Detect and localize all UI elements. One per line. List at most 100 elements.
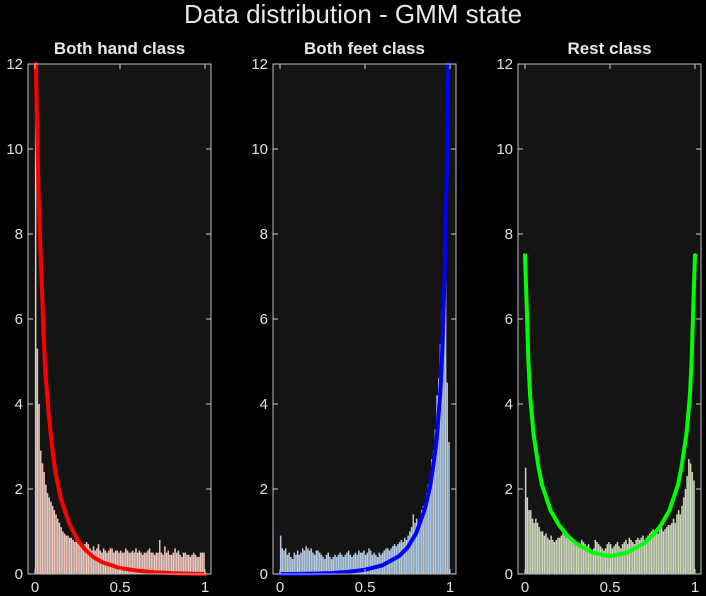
histogram-bar bbox=[56, 518, 59, 575]
histogram-bar bbox=[177, 550, 180, 575]
histogram-bar bbox=[596, 542, 598, 575]
histogram-bar bbox=[540, 531, 542, 575]
histogram-bar bbox=[402, 542, 404, 575]
histogram-bar bbox=[167, 550, 170, 575]
figure-title: Data distribution - GMM state bbox=[183, 0, 523, 29]
histogram-bar bbox=[310, 548, 313, 575]
histogram-bar bbox=[295, 554, 297, 575]
y-tick-label: 2 bbox=[15, 481, 23, 498]
histogram-bar bbox=[111, 548, 113, 575]
histogram-bar bbox=[681, 505, 683, 575]
histogram-bar bbox=[72, 539, 74, 575]
histogram-bar bbox=[541, 531, 544, 575]
histogram-bar bbox=[318, 552, 321, 575]
y-tick-label: 6 bbox=[505, 311, 513, 328]
histogram-bar bbox=[654, 531, 656, 575]
histogram-bar bbox=[189, 556, 192, 575]
axes-background bbox=[28, 64, 211, 574]
histogram-bar bbox=[662, 531, 665, 575]
y-tick-label: 0 bbox=[505, 566, 513, 583]
histogram-bar bbox=[562, 533, 564, 575]
panel-2: 0 2 4 6 8 10 12 0 0.5 1 Both feet class bbox=[251, 39, 457, 596]
histogram-bar bbox=[688, 459, 690, 575]
histogram-bar bbox=[410, 527, 413, 575]
histogram-bar bbox=[574, 544, 576, 575]
histogram-bar bbox=[300, 552, 302, 575]
axes-background bbox=[518, 64, 701, 574]
y-tick-label: 2 bbox=[260, 481, 268, 498]
histogram-bar bbox=[320, 554, 323, 575]
histogram-bar bbox=[626, 544, 629, 575]
histogram-bar bbox=[327, 552, 330, 575]
histogram-bar bbox=[572, 542, 575, 575]
histogram-bar bbox=[308, 550, 311, 575]
histogram-bar bbox=[114, 550, 117, 575]
histogram-bar bbox=[39, 450, 42, 575]
histogram-bar bbox=[378, 552, 381, 575]
histogram-bar bbox=[676, 514, 678, 575]
histogram-bar bbox=[325, 554, 328, 575]
histogram-bar bbox=[73, 542, 76, 575]
histogram-bar bbox=[65, 535, 68, 575]
y-tick-label: 12 bbox=[6, 56, 23, 73]
histogram-bar bbox=[664, 529, 666, 575]
histogram-bar bbox=[70, 537, 73, 575]
histogram-bar bbox=[625, 539, 627, 575]
histogram-bar bbox=[533, 522, 535, 575]
histogram-bar bbox=[560, 535, 563, 575]
histogram-bar bbox=[601, 548, 603, 575]
histogram-bar bbox=[305, 546, 307, 575]
histogram-bar bbox=[689, 463, 692, 575]
histogram-bar bbox=[614, 544, 617, 575]
histogram-bar bbox=[553, 542, 556, 575]
histogram-bar bbox=[293, 552, 296, 575]
histogram-bar bbox=[172, 552, 175, 575]
histogram-bar bbox=[62, 531, 64, 575]
histogram-bar bbox=[123, 552, 125, 575]
histogram-bar bbox=[665, 527, 668, 575]
histogram-bar bbox=[657, 533, 660, 575]
histogram-bar bbox=[606, 544, 609, 575]
histogram-bar bbox=[526, 497, 529, 575]
histogram-bar bbox=[524, 467, 527, 575]
histogram-bar bbox=[538, 527, 541, 575]
histogram-bar bbox=[597, 544, 600, 575]
histogram-bar bbox=[375, 554, 377, 575]
histogram-bar bbox=[369, 550, 372, 575]
histogram-bar bbox=[187, 554, 190, 575]
fit-curve bbox=[523, 253, 697, 559]
histogram-bar bbox=[317, 550, 319, 575]
histogram-bar bbox=[552, 539, 554, 575]
histogram-bar bbox=[192, 552, 195, 575]
histogram-bar bbox=[165, 552, 168, 575]
histogram-bar bbox=[623, 542, 626, 575]
histogram-bar bbox=[199, 552, 202, 575]
y-tick-label: 4 bbox=[505, 396, 513, 413]
panel-title: Rest class bbox=[567, 39, 651, 58]
histogram-bar bbox=[41, 463, 44, 575]
histogram-bar bbox=[313, 554, 316, 575]
histogram-bar bbox=[575, 544, 578, 575]
histogram-bar bbox=[307, 548, 309, 575]
y-tick-label: 4 bbox=[260, 396, 268, 413]
histogram-bar bbox=[175, 552, 178, 575]
histogram-bar bbox=[179, 554, 181, 575]
histogram-bar bbox=[55, 514, 57, 575]
histogram-bar bbox=[68, 537, 71, 575]
fit-curve bbox=[278, 62, 451, 576]
histogram-bar bbox=[672, 518, 675, 575]
histogram-bar bbox=[630, 539, 632, 575]
histogram-bar bbox=[373, 552, 375, 575]
histogram-bar bbox=[92, 546, 95, 575]
panel-3: 0 2 4 6 8 10 12 0 0.5 1 Rest class bbox=[496, 39, 702, 596]
histogram-bar bbox=[118, 552, 120, 575]
histogram-bar bbox=[63, 533, 66, 575]
histogram-bar bbox=[448, 442, 450, 575]
y-tick-label: 0 bbox=[260, 566, 268, 583]
histogram-bar bbox=[548, 539, 551, 575]
histogram-bar bbox=[409, 531, 411, 575]
histogram-bar bbox=[116, 550, 119, 575]
histogram-bar bbox=[296, 550, 299, 575]
histogram-bar bbox=[201, 552, 204, 575]
histogram-bar bbox=[528, 510, 530, 575]
